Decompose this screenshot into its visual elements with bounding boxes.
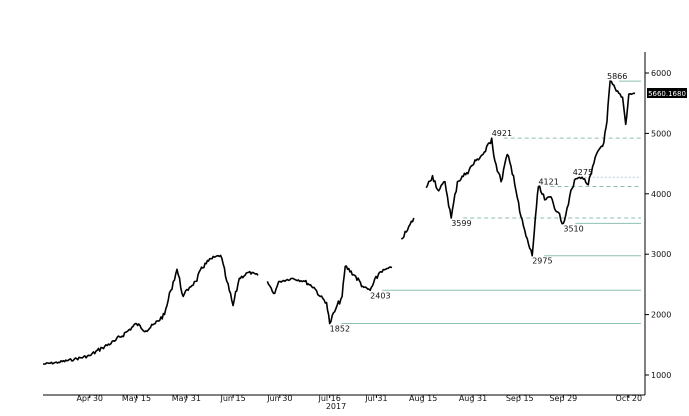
level-lines: 5866 4921 4275 4121 3599 3510 2975 2403 1852	[330, 72, 641, 334]
price-line-segment	[266, 265, 393, 325]
y-tick-label: 4000	[651, 190, 671, 199]
x-tick-label: May 15	[122, 394, 151, 403]
x-axis-year-label: 2017	[326, 402, 346, 411]
last-value-label: 5660.1680	[648, 90, 686, 98]
last-value-tag: 5660.1680	[647, 88, 687, 98]
x-tick-label: Jun 15	[219, 394, 245, 403]
y-tick-label: 1000	[651, 371, 671, 380]
level-label: 5866	[607, 72, 627, 81]
x-tick-label: Oct 20	[616, 394, 643, 403]
price-line-segment	[42, 254, 259, 365]
price-line-segment	[425, 80, 636, 257]
level-label: 2403	[370, 291, 390, 300]
x-tick-label: Jul 16	[317, 394, 340, 403]
level-label: 2975	[532, 257, 552, 266]
level-label: 3510	[563, 224, 583, 233]
price-line-segment	[400, 217, 415, 240]
level-label: 4275	[573, 168, 593, 177]
series-group	[42, 80, 636, 365]
x-tick-label: Aug 15	[409, 394, 437, 403]
x-tick-label: Sep 15	[506, 394, 534, 403]
y-tick-label: 5000	[651, 129, 671, 138]
y-tick-label: 6000	[651, 69, 671, 78]
y-tick-label: 3000	[651, 250, 671, 259]
level-label: 3599	[451, 219, 471, 228]
level-label: 4121	[538, 177, 558, 186]
x-tick-label: Apr 30	[76, 394, 103, 403]
x-ticks: Apr 30 May 15 May 31 Jun 15 Jun 30 Jul 16 Jul …	[76, 394, 642, 403]
x-tick-label: Jul 31	[364, 394, 387, 403]
x-tick-label: Aug 31	[459, 394, 487, 403]
x-tick-label: Jun 30	[266, 394, 292, 403]
y-tick-label: 2000	[651, 311, 671, 320]
level-label: 1852	[330, 325, 350, 334]
x-tick-label: Sep 29	[549, 394, 577, 403]
y-ticks: 1000 2000 3000 4000 5000 6000	[645, 69, 671, 380]
level-label: 4921	[492, 129, 512, 138]
x-tick-label: May 31	[172, 394, 201, 403]
